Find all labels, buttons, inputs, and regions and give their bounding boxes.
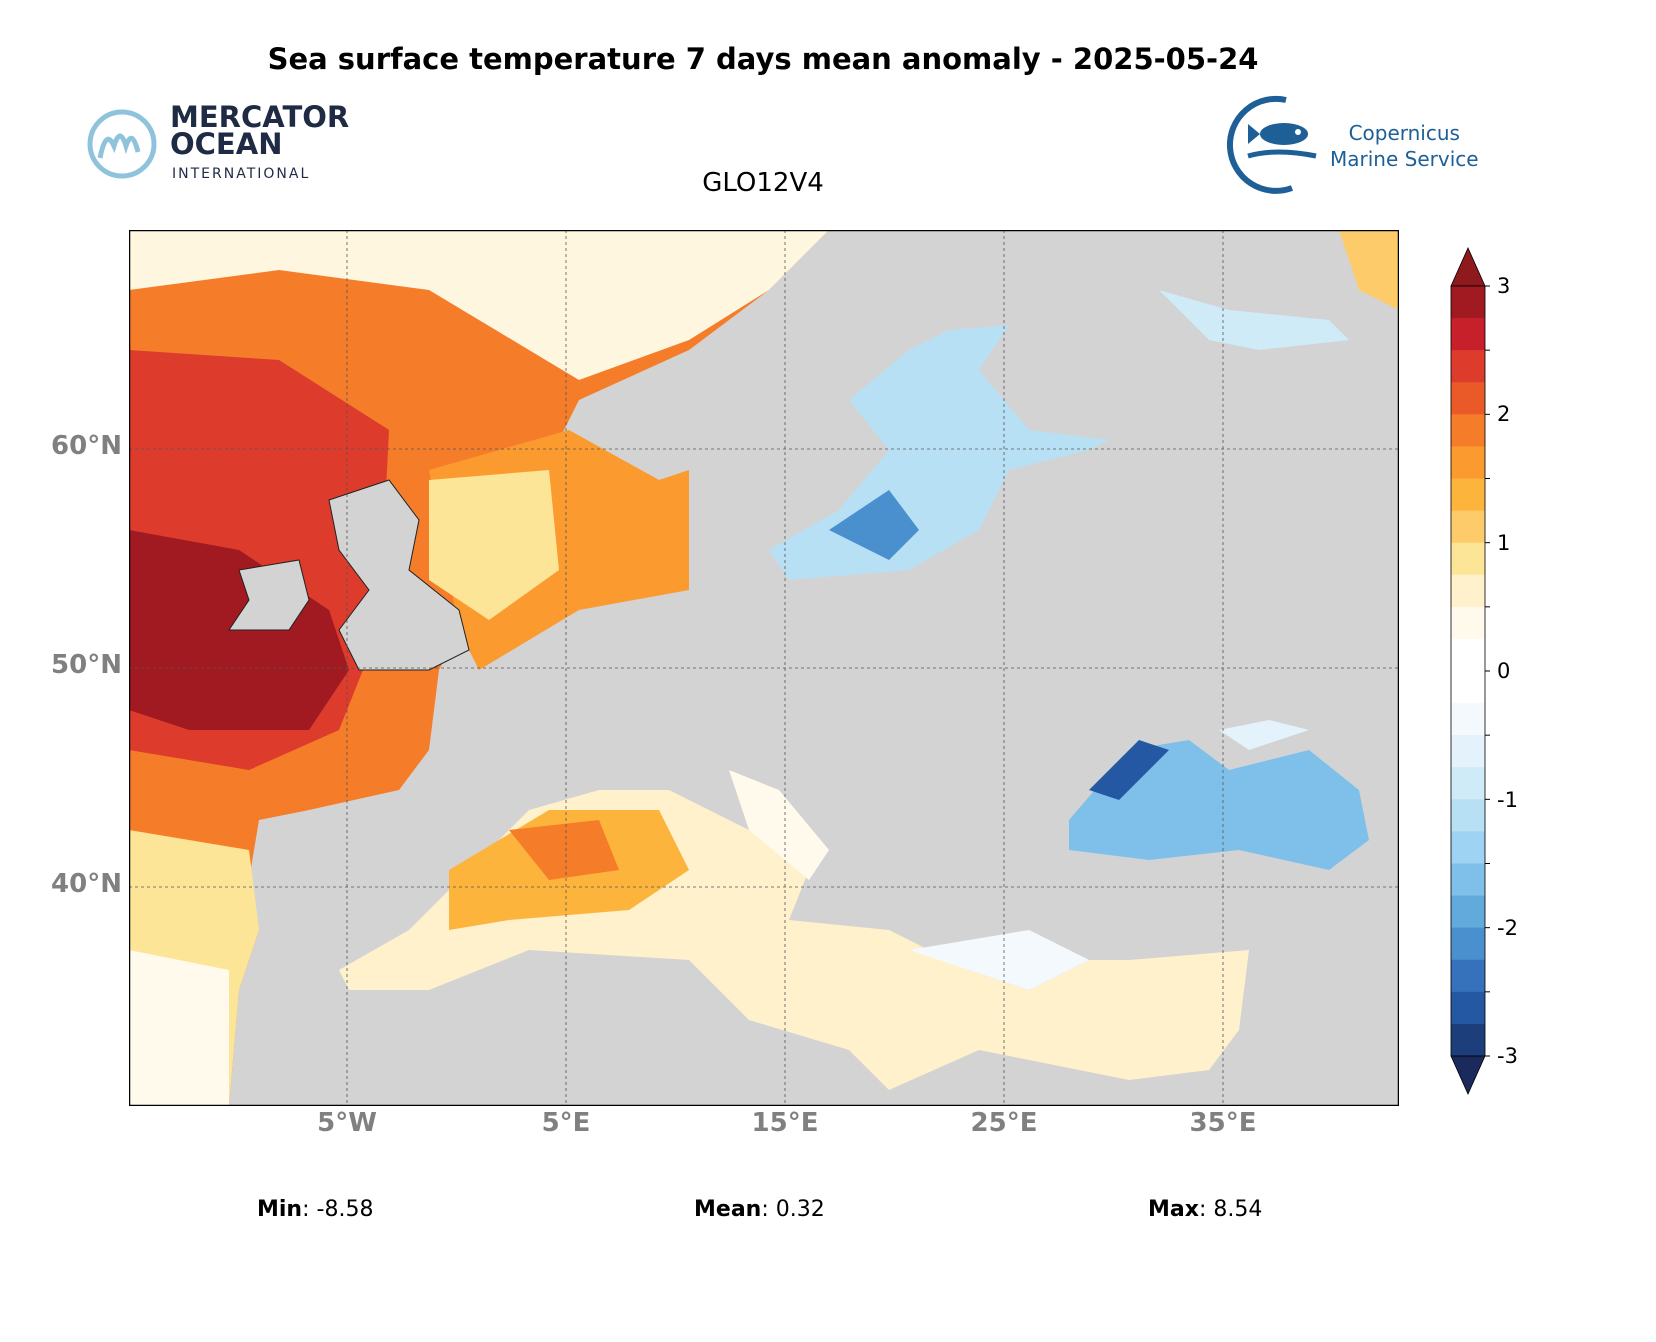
lon-tick-15E: 15°E — [751, 1108, 819, 1138]
colorbar-segment — [1451, 286, 1485, 319]
ocean-adriatic — [729, 770, 829, 880]
lat-tick-60N: 60°N — [51, 431, 122, 461]
colorbar-segment — [1451, 446, 1485, 479]
colorbar-segment — [1451, 414, 1485, 447]
colorbar-segment — [1451, 799, 1485, 832]
colorbar-tick: 0 — [1497, 659, 1511, 683]
lat-tick-50N: 50°N — [51, 650, 122, 680]
colorbar-segment — [1451, 510, 1485, 544]
colorbar-segment — [1451, 863, 1485, 897]
lon-tick-5W: 5°W — [317, 1108, 377, 1138]
lat-tick-40N: 40°N — [51, 869, 122, 899]
mercator-logo-subtext: INTERNATIONAL — [172, 166, 311, 182]
colorbar-extend-low — [1450, 1055, 1486, 1095]
colorbar-segment — [1451, 382, 1485, 415]
colorbar-tick: -3 — [1497, 1044, 1518, 1068]
colorbar-segment — [1451, 318, 1485, 351]
colorbar-segment — [1451, 1023, 1485, 1057]
model-subtitle: GLO12V4 — [702, 168, 824, 198]
mercator-logo — [86, 108, 336, 188]
lon-tick-35E: 35°E — [1189, 1108, 1257, 1138]
colorbar-segment — [1451, 638, 1485, 672]
colorbar-tick: 2 — [1497, 402, 1511, 426]
colorbar-segment — [1451, 542, 1485, 576]
stat-mean: Mean: 0.32 — [694, 1197, 825, 1222]
colorbar-tick: 3 — [1497, 274, 1511, 298]
stat-max: Max: 8.54 — [1148, 1197, 1263, 1222]
colorbar-segment — [1451, 671, 1485, 704]
colorbar-tick: 1 — [1497, 531, 1511, 555]
sst-anomaly-map — [129, 230, 1399, 1106]
colorbar-segment — [1451, 959, 1485, 993]
colorbar-segment — [1451, 478, 1485, 512]
colorbar-segment — [1451, 895, 1485, 929]
mercator-m-icon — [87, 109, 157, 179]
colorbar-segment — [1451, 606, 1485, 640]
colorbar-segment — [1451, 831, 1485, 864]
colorbar-tick: -2 — [1497, 916, 1518, 940]
mercator-logo-text: MERCATOR OCEAN — [170, 100, 350, 161]
colorbar-segment — [1451, 767, 1485, 800]
copernicus-logo-text: Copernicus Marine Service — [1330, 121, 1479, 171]
gridlines — [129, 230, 1399, 1106]
stat-min: Min: -8.58 — [257, 1197, 374, 1222]
land-ireland — [228, 559, 310, 631]
land-britain — [328, 479, 470, 671]
copernicus-fish-icon — [1226, 95, 1317, 194]
lon-tick-5E: 5°E — [541, 1108, 591, 1138]
lon-tick-25E: 25°E — [970, 1108, 1038, 1138]
colorbar-segment — [1451, 703, 1485, 736]
colorbar-segment — [1451, 991, 1485, 1025]
ocean-white-sea — [1159, 290, 1349, 350]
colorbar-tick: -1 — [1497, 788, 1518, 812]
colorbar-segment — [1451, 350, 1485, 383]
colorbar-segment — [1451, 574, 1485, 608]
colorbar — [1450, 247, 1490, 1095]
colorbar-segment — [1451, 927, 1485, 961]
colorbar-extend-high — [1450, 247, 1486, 287]
colorbar-segment — [1451, 735, 1485, 768]
chart-title: Sea surface temperature 7 days mean anom… — [267, 42, 1259, 76]
